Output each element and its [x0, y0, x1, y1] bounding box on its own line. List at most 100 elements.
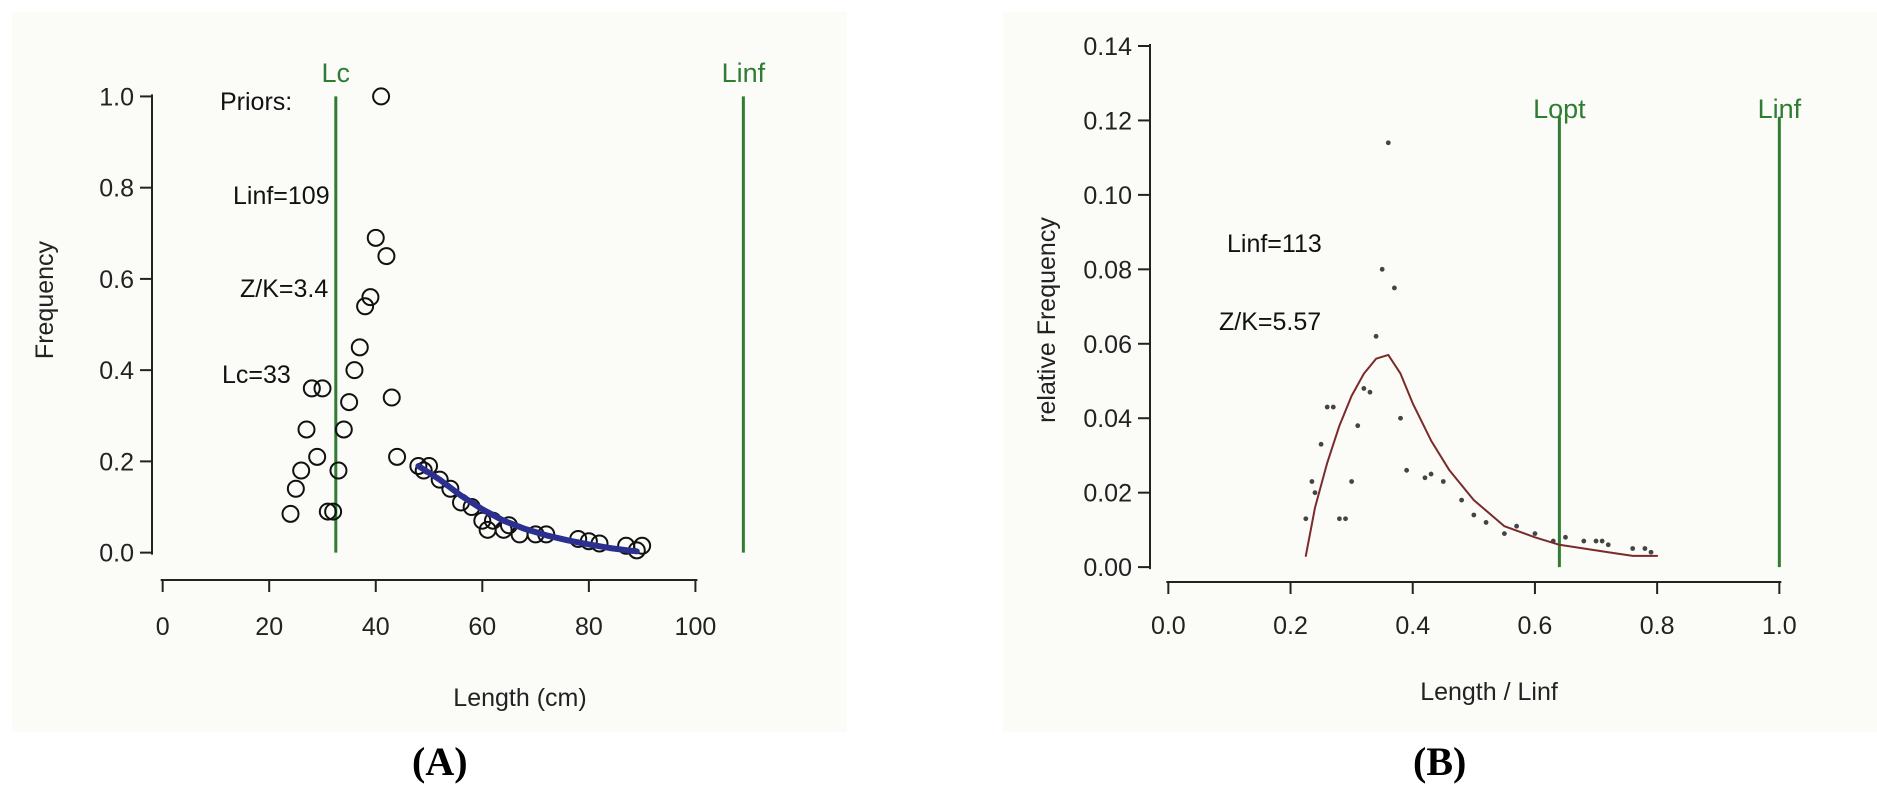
panel-b-data-point	[1471, 512, 1477, 518]
panel-b-data-point	[1343, 516, 1348, 522]
panel-b-data-point	[1324, 404, 1330, 410]
panel-a-y-tick-label: 0.4	[99, 357, 134, 385]
panel-a-fitted-curve	[415, 463, 640, 555]
panel-a-data-point	[361, 288, 380, 307]
panel-b-x-tick-label: 0.0	[1151, 612, 1186, 640]
panel-a-ref-label-linf: Linf	[722, 58, 766, 88]
panel-a-data-point	[409, 456, 428, 475]
panel-b-data-point	[1593, 538, 1599, 544]
panel-b-y-tick-label: 0.12	[1083, 107, 1132, 135]
panel-b-data-point	[1483, 520, 1489, 525]
panel-b-data-point	[1599, 538, 1605, 544]
panel-b-x-axis-title: Length / Linf	[1420, 678, 1558, 706]
panel-a-y-tick-label: 0.0	[99, 540, 134, 568]
panel-a-y-axis-title: Frequency	[31, 240, 59, 359]
panel-b-x-tick-label: 0.6	[1518, 612, 1553, 640]
panel-b-data-point	[1630, 546, 1636, 551]
panel-b-y-tick-label: 0.04	[1083, 405, 1132, 433]
panel-a-y-tick-label: 0.8	[99, 175, 134, 203]
panel-a-x-tick-label: 40	[362, 613, 390, 641]
panel-a-data-point	[329, 461, 348, 480]
panel-b-x-tick-label: 1.0	[1762, 612, 1797, 640]
panel-a-data-point	[324, 502, 343, 521]
panel-b-background	[1003, 12, 1877, 732]
panel-b-x-tick-label: 0.2	[1273, 612, 1308, 640]
panel-b-data-point	[1312, 490, 1318, 496]
panel-a-data-point	[345, 361, 364, 380]
panel-a-ref-label-lc: Lc	[322, 58, 351, 88]
panel-b-data-point	[1648, 549, 1654, 555]
panel-b-data-point	[1440, 479, 1446, 484]
panel-a-annotation: Linf=109	[233, 182, 330, 210]
panel-a-data-point	[292, 461, 311, 480]
panel-b-data-point	[1563, 534, 1568, 540]
panel-a-annotation: Z/K=3.4	[240, 275, 328, 303]
panel-b-data-point	[1361, 386, 1367, 391]
panel-b-data-point	[1355, 423, 1361, 429]
panel-a-data-point	[281, 504, 300, 523]
panel-b-y-tick-label: 0.08	[1083, 256, 1132, 284]
panel-b-data-point	[1367, 389, 1373, 395]
panel-b-data-point	[1605, 542, 1611, 548]
panel-a-y-tick-label: 0.6	[99, 266, 134, 294]
panel-b-data-point	[1459, 497, 1465, 503]
panel-b-y-tick-label: 0.02	[1083, 480, 1132, 508]
panel-b-y-axis-title: relative Frequency	[1033, 217, 1061, 423]
panel-b-data-point	[1349, 479, 1355, 484]
panel-b-annotation: Linf=113	[1227, 230, 1322, 258]
panel-a-x-tick-label: 60	[468, 613, 496, 641]
panel-a-data-point	[372, 87, 391, 106]
panel-a-data-point	[340, 393, 359, 412]
panel-b-data-point	[1581, 538, 1587, 544]
panel-b-y-tick-label: 0.06	[1083, 331, 1132, 359]
panel-a-data-point	[633, 536, 652, 555]
panel-b-data-point	[1532, 531, 1538, 537]
panel-a-data-point	[356, 297, 375, 316]
panel-b-data-point	[1392, 285, 1397, 291]
panel-b-smoothed-curve	[1304, 353, 1659, 557]
panel-a-y-tick-label: 1.0	[99, 83, 134, 111]
panel-b-data-point	[1379, 266, 1385, 272]
panel-a-data-point	[302, 379, 321, 398]
panel-b-data-point	[1337, 516, 1342, 522]
panel-a-data-point	[366, 228, 385, 247]
panel-a-data-point	[308, 447, 327, 466]
panel-b-x-tick-label: 0.4	[1395, 612, 1430, 640]
panel-a-data-point	[318, 502, 337, 521]
panel-b-ref-label-linf: Linf	[1758, 94, 1802, 124]
panel-a-x-tick-label: 0	[156, 613, 170, 641]
panel-b-data-point	[1514, 523, 1520, 529]
panel-a-data-point	[377, 247, 396, 266]
panel-b-ref-label-lopt: Lopt	[1533, 94, 1586, 124]
panel-b-data-point	[1428, 471, 1434, 477]
panel-b-data-point	[1398, 415, 1403, 421]
panel-a-y-tick-label: 0.2	[99, 448, 134, 476]
panel-a-data-point	[382, 388, 401, 407]
panel-b-data-point	[1303, 516, 1309, 522]
panel-a-data-point	[430, 470, 449, 489]
panel-b-data-point	[1642, 546, 1648, 551]
panel-b-data-point	[1373, 333, 1379, 339]
panel-b-data-point	[1330, 404, 1336, 410]
panel-a-x-axis-title: Length (cm)	[453, 684, 586, 712]
panel-b-y-tick-label: 0.10	[1083, 182, 1132, 210]
panel-a-data-point	[388, 447, 407, 466]
panel-b-data-point	[1501, 531, 1507, 537]
panel-a-data-point	[441, 479, 460, 498]
panel-b-y-tick-label: 0.00	[1083, 554, 1132, 582]
panel-a-data-point	[414, 461, 433, 480]
panel-b-data-point	[1422, 475, 1428, 481]
panel-a-label: (A)	[412, 739, 468, 784]
panel-b-annotation: Z/K=5.57	[1219, 308, 1321, 336]
panel-a-x-tick-label: 100	[675, 613, 717, 641]
panel-a-data-point	[286, 479, 305, 498]
panel-b-x-tick-label: 0.8	[1640, 612, 1675, 640]
panel-a-annotation: Priors:	[220, 88, 292, 116]
panel-b-data-point	[1318, 441, 1324, 447]
panel-b-data-point	[1309, 479, 1315, 484]
panel-a-x-tick-label: 20	[255, 613, 283, 641]
panel-a-data-point	[313, 379, 332, 398]
panel-b-data-point	[1385, 140, 1391, 146]
panel-a-data-point	[350, 338, 369, 357]
